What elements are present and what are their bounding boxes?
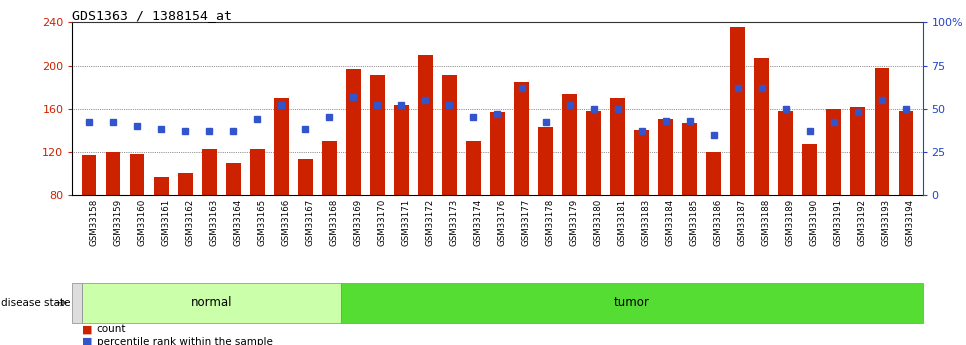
Text: GSM33179: GSM33179 bbox=[570, 198, 579, 246]
Bar bbox=[130, 154, 145, 195]
Bar bbox=[611, 98, 625, 195]
Bar bbox=[323, 141, 336, 195]
Bar bbox=[72, 283, 82, 323]
Text: GSM33193: GSM33193 bbox=[882, 198, 891, 246]
Text: GSM33168: GSM33168 bbox=[329, 198, 338, 246]
Text: GSM33163: GSM33163 bbox=[210, 198, 218, 246]
Bar bbox=[341, 283, 923, 323]
Bar bbox=[442, 75, 457, 195]
Bar bbox=[106, 152, 121, 195]
Text: ■: ■ bbox=[82, 337, 92, 345]
Text: GSM33178: GSM33178 bbox=[546, 198, 554, 246]
Text: GSM33188: GSM33188 bbox=[761, 198, 771, 246]
Bar bbox=[586, 111, 601, 195]
Bar bbox=[874, 68, 889, 195]
Bar bbox=[659, 119, 672, 195]
Text: GSM33186: GSM33186 bbox=[714, 198, 723, 246]
Bar bbox=[274, 98, 289, 195]
Text: GSM33184: GSM33184 bbox=[666, 198, 674, 246]
Text: GSM33166: GSM33166 bbox=[281, 198, 291, 246]
Text: GSM33189: GSM33189 bbox=[785, 198, 795, 246]
Text: GSM33162: GSM33162 bbox=[185, 198, 194, 246]
Bar bbox=[754, 58, 769, 195]
Text: GSM33180: GSM33180 bbox=[593, 198, 603, 246]
Bar bbox=[827, 109, 840, 195]
Text: count: count bbox=[97, 325, 127, 334]
Bar bbox=[298, 159, 313, 195]
Text: GSM33174: GSM33174 bbox=[473, 198, 482, 246]
Text: GSM33171: GSM33171 bbox=[402, 198, 411, 246]
Text: GSM33160: GSM33160 bbox=[137, 198, 146, 246]
Text: tumor: tumor bbox=[614, 296, 650, 309]
Bar bbox=[850, 107, 865, 195]
Bar bbox=[491, 112, 504, 195]
Bar bbox=[779, 111, 793, 195]
Bar bbox=[730, 27, 745, 195]
Bar bbox=[706, 152, 721, 195]
Text: GSM33192: GSM33192 bbox=[858, 198, 867, 246]
Bar bbox=[226, 162, 241, 195]
Bar bbox=[682, 123, 696, 195]
Bar bbox=[394, 106, 409, 195]
Bar bbox=[82, 283, 341, 323]
Bar bbox=[514, 82, 528, 195]
Bar bbox=[898, 111, 913, 195]
Bar bbox=[467, 141, 481, 195]
Bar bbox=[346, 69, 360, 195]
Text: percentile rank within the sample: percentile rank within the sample bbox=[97, 337, 272, 345]
Bar bbox=[250, 149, 265, 195]
Text: GSM33185: GSM33185 bbox=[690, 198, 698, 246]
Text: GSM33158: GSM33158 bbox=[89, 198, 99, 246]
Text: GSM33170: GSM33170 bbox=[378, 198, 386, 246]
Text: GSM33172: GSM33172 bbox=[425, 198, 435, 246]
Text: GSM33183: GSM33183 bbox=[641, 198, 650, 246]
Text: normal: normal bbox=[191, 296, 233, 309]
Bar bbox=[202, 149, 216, 195]
Text: GDS1363 / 1388154_at: GDS1363 / 1388154_at bbox=[72, 9, 233, 22]
Text: ■: ■ bbox=[82, 325, 92, 334]
Text: GSM33161: GSM33161 bbox=[161, 198, 170, 246]
Bar bbox=[562, 93, 577, 195]
Text: disease state: disease state bbox=[1, 298, 71, 308]
Text: GSM33181: GSM33181 bbox=[617, 198, 627, 246]
Text: GSM33169: GSM33169 bbox=[354, 198, 362, 246]
Text: GSM33176: GSM33176 bbox=[497, 198, 506, 246]
Bar bbox=[82, 155, 97, 195]
Text: GSM33187: GSM33187 bbox=[738, 198, 747, 246]
Bar bbox=[155, 177, 168, 195]
Bar bbox=[803, 144, 817, 195]
Text: GSM33177: GSM33177 bbox=[522, 198, 530, 246]
Text: GSM33165: GSM33165 bbox=[257, 198, 267, 246]
Bar bbox=[635, 130, 649, 195]
Bar bbox=[178, 173, 192, 195]
Bar bbox=[538, 127, 553, 195]
Text: GSM33164: GSM33164 bbox=[234, 198, 242, 246]
Bar bbox=[418, 55, 433, 195]
Bar bbox=[370, 75, 384, 195]
Text: GSM33159: GSM33159 bbox=[113, 198, 123, 246]
Text: GSM33167: GSM33167 bbox=[305, 198, 314, 246]
Text: GSM33194: GSM33194 bbox=[906, 198, 915, 246]
Text: GSM33191: GSM33191 bbox=[834, 198, 842, 246]
Text: GSM33173: GSM33173 bbox=[449, 198, 459, 246]
Text: GSM33190: GSM33190 bbox=[810, 198, 818, 246]
